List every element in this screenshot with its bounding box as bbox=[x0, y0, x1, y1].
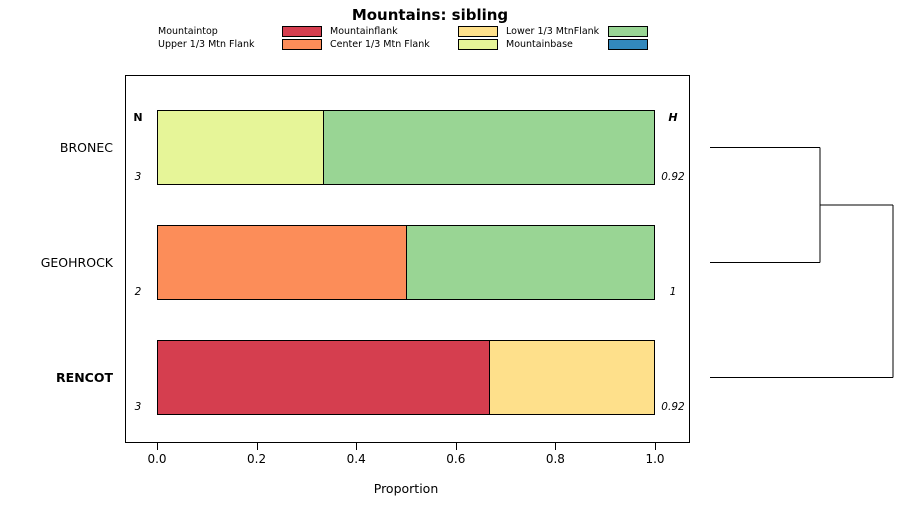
h-value: 0.92 bbox=[661, 171, 685, 183]
axis-tick bbox=[655, 443, 656, 450]
legend-item: Mountainbase bbox=[506, 39, 656, 50]
legend-swatch bbox=[608, 26, 648, 37]
legend-swatch bbox=[282, 39, 322, 50]
bar-segment bbox=[488, 341, 654, 414]
n-column-header: N bbox=[133, 111, 143, 124]
axis-tick bbox=[455, 443, 457, 450]
h-column-header: H bbox=[668, 111, 678, 124]
legend: Mountaintop Mountainflank Lower 1/3 MtnFla… bbox=[158, 26, 656, 50]
legend-item: Mountainflank bbox=[330, 26, 506, 37]
stacked-bar bbox=[157, 225, 655, 300]
legend-label: Upper 1/3 Mtn Flank bbox=[158, 39, 255, 50]
bar-segment bbox=[158, 111, 324, 184]
legend-swatch bbox=[458, 39, 498, 50]
legend-label: Mountainflank bbox=[330, 26, 398, 37]
axis-tick-label: 0.8 bbox=[545, 452, 565, 466]
axis-tick bbox=[157, 443, 158, 450]
bar-segment bbox=[323, 111, 654, 184]
axis-tick-label: 1.0 bbox=[645, 452, 665, 466]
row-label: GEOHROCK bbox=[40, 254, 113, 270]
legend-item: Mountaintop bbox=[158, 26, 330, 37]
legend-swatch bbox=[282, 26, 322, 37]
plot-frame bbox=[125, 75, 690, 443]
stacked-bar bbox=[157, 110, 655, 185]
axis-tick-label: 0.2 bbox=[247, 452, 267, 466]
axis-tick-label: 0.6 bbox=[446, 452, 466, 466]
axis-tick bbox=[356, 443, 358, 450]
h-value: 1 bbox=[669, 286, 677, 298]
legend-label: Mountainbase bbox=[506, 39, 573, 50]
row-label: RENCOT bbox=[56, 369, 113, 385]
legend-item: Upper 1/3 Mtn Flank bbox=[158, 39, 330, 50]
legend-swatch bbox=[458, 26, 498, 37]
legend-label: Lower 1/3 MtnFlank bbox=[506, 26, 600, 37]
legend-item: Lower 1/3 MtnFlank bbox=[506, 26, 656, 37]
n-value: 3 bbox=[134, 401, 142, 413]
bar-segment bbox=[406, 226, 654, 299]
n-value: 3 bbox=[134, 171, 142, 183]
h-value: 0.92 bbox=[661, 401, 685, 413]
chart-title: Mountains: sibling bbox=[351, 6, 509, 24]
bar-segment bbox=[158, 341, 489, 414]
stacked-bar bbox=[157, 340, 655, 415]
axis-tick-label: 0.4 bbox=[346, 452, 366, 466]
row-label: BRONEC bbox=[59, 139, 113, 155]
axis-tick-label: 0.0 bbox=[147, 452, 167, 466]
dendrogram bbox=[710, 147, 894, 378]
n-value: 2 bbox=[134, 286, 142, 298]
x-axis-label: Proportion bbox=[373, 481, 439, 496]
axis-tick bbox=[555, 443, 557, 450]
bar-segment bbox=[158, 226, 406, 299]
axis-tick bbox=[256, 443, 258, 450]
legend-item: Center 1/3 Mtn Flank bbox=[330, 39, 506, 50]
legend-label: Center 1/3 Mtn Flank bbox=[330, 39, 430, 50]
legend-label: Mountaintop bbox=[158, 26, 218, 37]
legend-swatch bbox=[608, 39, 648, 50]
